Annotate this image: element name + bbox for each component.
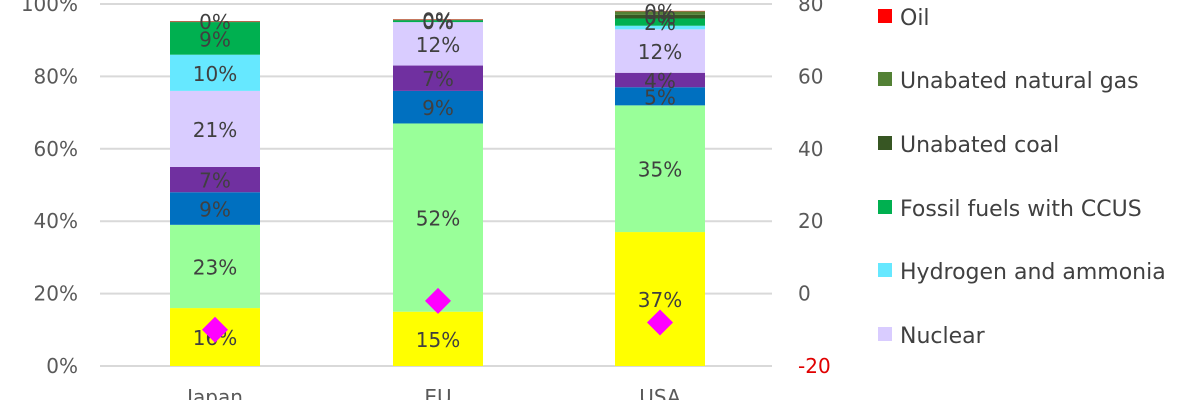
left-tick-label: 60% [34, 137, 78, 161]
segment-label: 52% [416, 207, 460, 231]
segment-label: 0% [644, 6, 676, 30]
segment-label: 4% [644, 69, 676, 93]
legend-label: Fossil fuels with CCUS [900, 197, 1142, 222]
bar-segment [615, 14, 705, 19]
markers-layer [202, 287, 673, 343]
left-tick-label: 40% [34, 209, 78, 233]
segment-label: 12% [416, 33, 460, 57]
bar-segment [170, 192, 260, 225]
legend-swatch [878, 200, 892, 214]
segment-label: 7% [422, 67, 454, 91]
segment-label: 0% [422, 10, 454, 34]
bar-segment [393, 20, 483, 23]
segment-label: 9% [199, 27, 231, 51]
category-axis: Japan EU USA [185, 385, 681, 400]
legend-swatch [878, 263, 892, 277]
segment-label: 0% [422, 8, 454, 32]
left-tick-label: 100% [21, 0, 78, 16]
diamond-marker [425, 287, 451, 314]
bar-segment [615, 72, 705, 88]
bar-segment [170, 224, 260, 309]
legend-swatch [878, 9, 892, 23]
segment-label: 15% [416, 328, 460, 352]
segment-label: 37% [638, 288, 682, 312]
segment-label: 7% [199, 169, 231, 193]
left-tick-label: 0% [46, 354, 78, 378]
segment-label: 9% [422, 96, 454, 120]
right-tick-label: 40 [798, 137, 823, 161]
segment-labels-layer: 16%23%9%7%21%10%9%0%15%52%9%7%12%0%0%37%… [193, 0, 682, 352]
right-tick-label: 60 [798, 64, 823, 88]
category-label: Japan [185, 385, 243, 400]
bar-segment [393, 123, 483, 312]
legend-swatch [878, 72, 892, 86]
legend-label: Nuclear [900, 324, 986, 349]
segment-label: 10% [193, 62, 237, 86]
left-axis: 0% 20% 40% 60% 80% 100% [21, 0, 78, 378]
legend: Oil Unabated natural gas Unabated coal Foss… [878, 6, 1166, 349]
diamond-marker [202, 316, 228, 343]
bar-segment [170, 22, 260, 55]
bar-segment [393, 90, 483, 124]
bar-segment [170, 166, 260, 193]
bar-segment [615, 232, 705, 366]
segment-label: 0% [199, 10, 231, 34]
legend-label: Oil [900, 6, 930, 31]
segment-label: 21% [193, 118, 237, 142]
bars-layer [170, 10, 705, 366]
bar-segment [393, 22, 483, 66]
bar-segment [615, 29, 705, 73]
right-tick-label: 80 [798, 0, 823, 16]
bar-segment [615, 105, 705, 233]
segment-label: 9% [199, 198, 231, 222]
bar-segment [170, 54, 260, 91]
segment-label: 12% [638, 40, 682, 64]
segment-label: 23% [193, 255, 237, 279]
bar-segment [170, 90, 260, 167]
left-tick-label: 80% [34, 64, 78, 88]
diamond-marker [647, 309, 673, 336]
legend-label: Hydrogen and ammonia [900, 260, 1166, 285]
right-tick-label: -20 [798, 354, 831, 378]
legend-swatch [878, 136, 892, 150]
bar-segment [393, 65, 483, 91]
segment-label: 0% [644, 0, 676, 24]
bar-segment [615, 25, 705, 30]
segment-label: 5% [644, 85, 676, 109]
legend-label: Unabated natural gas [900, 69, 1139, 94]
segment-label: 35% [638, 158, 682, 182]
category-label: USA [639, 385, 681, 400]
bar-segment [393, 311, 483, 366]
right-tick-label: 0 [798, 282, 811, 306]
segment-label: 2% [644, 11, 676, 35]
bar-segment [615, 18, 705, 26]
legend-label: Unabated coal [900, 133, 1059, 158]
legend-swatch [878, 327, 892, 341]
left-tick-label: 20% [34, 282, 78, 306]
right-tick-label: 20 [798, 209, 823, 233]
right-axis: -20 0 20 40 60 80 [798, 0, 831, 378]
bar-segment [615, 11, 705, 15]
category-label: EU [424, 385, 451, 400]
bar-segment [615, 87, 705, 106]
